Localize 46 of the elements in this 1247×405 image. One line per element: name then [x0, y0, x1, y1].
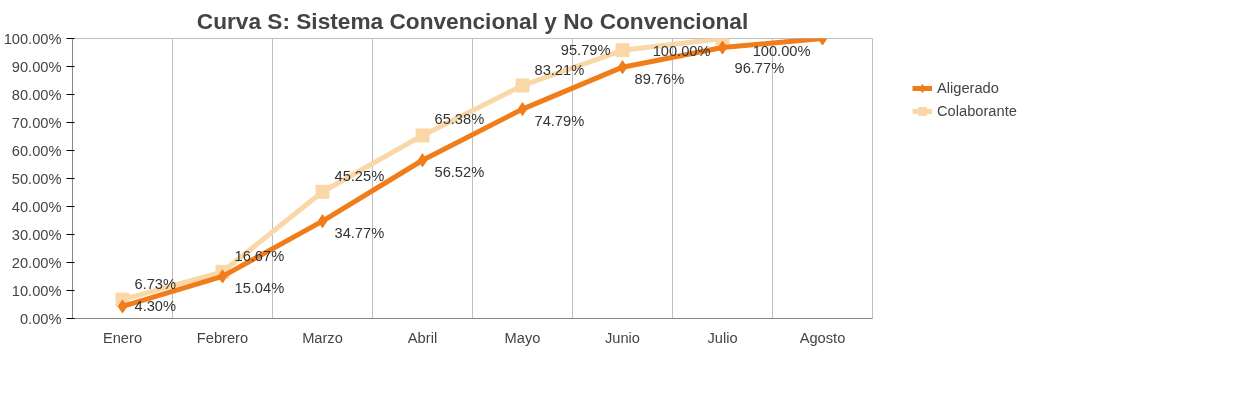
chart-title: Curva S: Sistema Convencional y No Convencional — [196, 7, 749, 34]
x-tick-label: Enero — [102, 329, 143, 346]
point — [117, 299, 128, 314]
y-tick-label: 50.00% — [11, 170, 62, 187]
y-tick-label: 70.00% — [11, 114, 62, 131]
data-label: 96.77% — [734, 59, 785, 76]
point — [417, 153, 428, 168]
y-tick-label: 100.00% — [3, 30, 62, 47]
data-label: 100.00% — [752, 42, 811, 59]
data-label: 89.76% — [634, 71, 685, 88]
y-tick-label: 60.00% — [11, 142, 62, 159]
y-tick-label: 80.00% — [11, 86, 62, 103]
data-label: 74.79% — [534, 113, 585, 130]
x-tick-label: Agosto — [799, 329, 846, 346]
point — [515, 78, 530, 93]
point — [317, 214, 328, 229]
x-tick-label: Mayo — [504, 329, 541, 346]
point — [717, 40, 728, 55]
point — [615, 43, 630, 58]
x-tick-label: Marzo — [302, 329, 343, 346]
y-tick-label: 20.00% — [11, 254, 62, 271]
data-label: 6.73% — [134, 275, 177, 292]
x-tick-label: Febrero — [196, 329, 249, 346]
data-label: 56.52% — [434, 164, 485, 181]
y-tick-label: 40.00% — [11, 198, 62, 215]
data-label: 83.21% — [534, 61, 585, 78]
y-tick-label: 30.00% — [11, 226, 62, 243]
legend-label: Aligerado — [937, 80, 999, 96]
point — [617, 60, 628, 75]
x-tick-label: Julio — [707, 329, 738, 346]
point — [315, 184, 330, 199]
x-tick-label: Abril — [407, 329, 438, 346]
y-tick-label: 10.00% — [11, 282, 62, 299]
data-label: 45.25% — [334, 167, 385, 184]
x-tick-label: Junio — [604, 329, 641, 346]
data-label: 65.38% — [434, 111, 485, 128]
point — [415, 128, 430, 143]
y-tick-label: 90.00% — [11, 58, 62, 75]
point — [517, 102, 528, 117]
point — [217, 269, 228, 284]
y-tick-label: 0.00% — [19, 310, 62, 327]
data-label: 34.77% — [334, 225, 385, 242]
legend-label: Colaborante — [937, 103, 1017, 119]
data-label: 4.30% — [134, 298, 177, 315]
data-label: 15.04% — [234, 280, 285, 297]
data-label: 95.79% — [560, 42, 611, 59]
